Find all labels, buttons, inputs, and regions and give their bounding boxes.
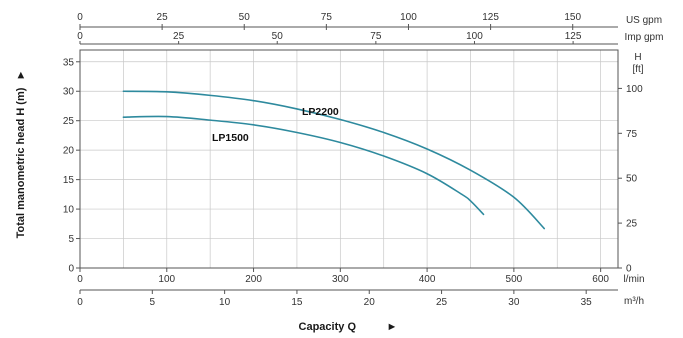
series-label-lp2200: LP2200: [302, 106, 339, 118]
y-tick-label: 30: [63, 87, 75, 98]
performance-curves: [122, 90, 546, 230]
y-tick-label: 20: [63, 146, 75, 157]
x-tick-label: 400: [419, 274, 436, 285]
x-unit-label: l/min: [623, 274, 644, 285]
grid-lines: [80, 50, 618, 268]
m3h-unit-label: m³/h: [624, 296, 644, 307]
y-tick-label: 25: [63, 116, 75, 127]
usgpm-tick-label: 150: [564, 12, 581, 23]
x-tick-label: 300: [332, 274, 349, 285]
ft-tick-label: 0: [626, 264, 632, 275]
usgpm-tick-label: 75: [321, 12, 333, 23]
curve-lp2200: [122, 90, 546, 230]
usgpm-tick-label: 0: [77, 12, 83, 23]
y-tick-label: 5: [68, 234, 74, 245]
y-tick-label: 0: [68, 264, 74, 275]
m3h-tick-label: 35: [581, 297, 593, 308]
usgpm-unit-label: US gpm: [626, 15, 662, 26]
y-axis-arrow: ►: [15, 70, 27, 81]
x-tick-label: 100: [158, 274, 175, 285]
usgpm-tick-label: 50: [239, 12, 251, 23]
plot-frame: [79, 49, 619, 269]
impgpm-tick-label: 50: [272, 31, 284, 42]
m3h-tick-label: 25: [436, 297, 448, 308]
ft-tick-label: 25: [626, 219, 638, 230]
y-axis-title: Total manometric head H (m): [15, 87, 27, 238]
ft-tick-label: 50: [626, 174, 638, 185]
plot-background: [80, 50, 618, 268]
impgpm-tick-label: 25: [173, 31, 185, 42]
ft-tick-label: 75: [626, 129, 638, 140]
impgpm-tick-label: 75: [370, 31, 382, 42]
m3h-tick-label: 0: [77, 297, 83, 308]
ft-unit-label-ft: [ft]: [632, 64, 643, 75]
ft-unit-label-h: H: [634, 52, 641, 63]
impgpm-tick-label: 125: [565, 31, 582, 42]
x-axis-arrow: ►: [387, 321, 398, 333]
y-tick-label: 10: [63, 205, 75, 216]
usgpm-tick-label: 125: [482, 12, 499, 23]
m3h-tick-label: 30: [508, 297, 520, 308]
m3h-tick-label: 20: [364, 297, 376, 308]
y-tick-label: 35: [63, 57, 75, 68]
x-tick-label: 500: [506, 274, 523, 285]
x-tick-label: 0: [77, 274, 83, 285]
series-label-lp1500: LP1500: [212, 132, 249, 144]
m3h-tick-label: 15: [291, 297, 303, 308]
m3h-tick-label: 5: [150, 297, 156, 308]
x-axis-title: Capacity Q: [299, 321, 357, 333]
usgpm-tick-label: 100: [400, 12, 417, 23]
impgpm-unit-label: Imp gpm: [625, 32, 664, 43]
axes: [76, 24, 622, 294]
ft-tick-label: 100: [626, 84, 643, 95]
x-tick-label: 600: [592, 274, 609, 285]
usgpm-tick-label: 25: [157, 12, 169, 23]
impgpm-tick-label: 0: [77, 31, 83, 42]
x-tick-label: 200: [245, 274, 262, 285]
impgpm-tick-label: 100: [466, 31, 483, 42]
m3h-tick-label: 10: [219, 297, 231, 308]
y-tick-label: 15: [63, 175, 75, 186]
curve-lp1500: [122, 115, 485, 216]
